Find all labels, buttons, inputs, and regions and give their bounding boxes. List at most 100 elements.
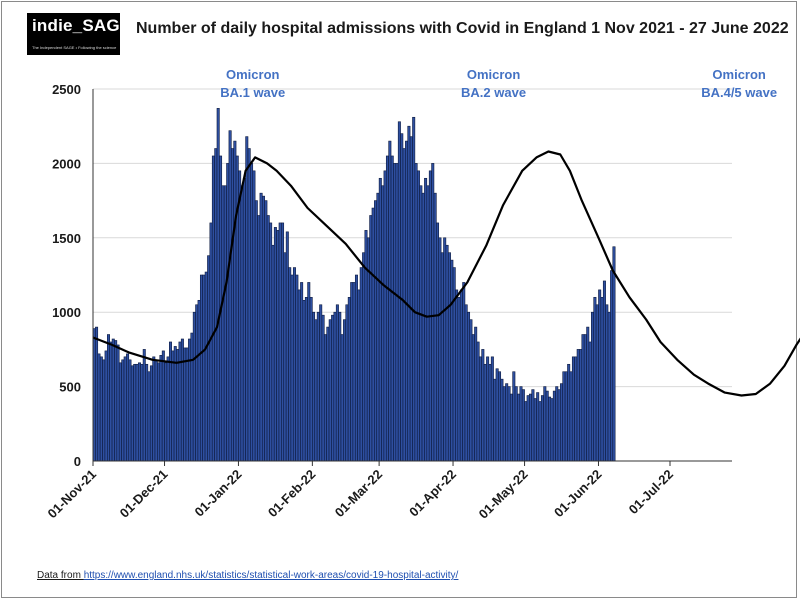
- bar: [540, 395, 544, 462]
- bar: [331, 314, 335, 462]
- x-tick-label: 01-Jan-22: [192, 467, 245, 520]
- bar: [524, 401, 528, 462]
- bar: [111, 338, 115, 462]
- bar: [290, 274, 294, 462]
- bar: [340, 334, 344, 462]
- bar: [126, 353, 130, 462]
- bar: [450, 259, 454, 462]
- bar: [283, 252, 287, 462]
- bar: [390, 155, 394, 462]
- bar: [166, 356, 170, 462]
- bar: [147, 371, 151, 462]
- bar: [116, 344, 120, 462]
- bar: [509, 393, 513, 462]
- bar: [142, 349, 146, 462]
- bar: [457, 297, 461, 462]
- bar: [118, 362, 122, 462]
- bar: [319, 304, 323, 462]
- bar: [445, 244, 449, 462]
- bar: [104, 350, 108, 462]
- bar: [505, 383, 509, 462]
- bar: [552, 390, 556, 462]
- bar: [109, 341, 113, 462]
- bar: [490, 356, 494, 462]
- bar: [388, 140, 392, 462]
- bar: [202, 274, 206, 462]
- bar: [407, 125, 411, 462]
- y-tick-label: 2500: [52, 82, 81, 97]
- bar: [493, 378, 497, 462]
- bar: [438, 237, 442, 462]
- wave-annotation-line1: Omicron: [712, 67, 766, 82]
- bar: [531, 389, 535, 462]
- bar: [431, 163, 435, 462]
- bar: [507, 386, 511, 462]
- bar: [321, 314, 325, 462]
- bar: [567, 363, 571, 462]
- bar: [612, 246, 616, 462]
- bar: [97, 353, 101, 462]
- bar: [352, 282, 356, 462]
- bar: [300, 282, 304, 462]
- bar: [242, 177, 246, 462]
- bar: [335, 304, 339, 462]
- bar: [371, 207, 375, 462]
- bar: [478, 356, 482, 462]
- bar: [347, 297, 351, 462]
- x-tick-label: 01-Feb-22: [265, 467, 319, 521]
- bar: [462, 282, 466, 462]
- bar: [188, 338, 192, 462]
- bar: [207, 255, 211, 462]
- bar: [197, 299, 201, 462]
- bar: [393, 163, 397, 462]
- bar: [579, 349, 583, 462]
- bar: [526, 395, 530, 462]
- bar: [564, 371, 568, 462]
- bar: [316, 311, 320, 462]
- bar: [495, 368, 499, 462]
- bar: [192, 311, 196, 462]
- bar: [574, 356, 578, 462]
- bar: [488, 363, 492, 462]
- bar: [159, 355, 163, 462]
- bar: [133, 363, 137, 462]
- bar: [536, 392, 540, 462]
- bar: [295, 274, 299, 462]
- bar: [102, 359, 106, 462]
- bar: [309, 297, 313, 462]
- bar: [169, 341, 172, 462]
- bar: [230, 148, 234, 462]
- bar: [107, 334, 110, 462]
- bar: [385, 155, 389, 462]
- bar: [412, 116, 416, 462]
- data-source-prefix: Data from: [37, 570, 84, 581]
- bar: [145, 363, 149, 462]
- bar: [99, 356, 103, 462]
- bar: [164, 362, 168, 462]
- bar: [602, 280, 606, 462]
- bar: [226, 163, 230, 462]
- bar: [378, 177, 382, 462]
- bar: [176, 349, 180, 462]
- bar: [605, 304, 609, 462]
- bar: [476, 341, 480, 462]
- bar: [171, 350, 175, 462]
- bar: [292, 267, 296, 462]
- bar: [323, 334, 327, 462]
- bar: [140, 363, 144, 462]
- bar: [416, 170, 420, 462]
- bar: [498, 371, 502, 462]
- bar: [440, 252, 444, 462]
- y-tick-label: 0: [74, 454, 81, 469]
- bar: [433, 192, 437, 462]
- bar: [302, 299, 306, 462]
- data-source-link[interactable]: https://www.england.nhs.uk/statistics/st…: [83, 570, 459, 581]
- bar: [474, 326, 478, 462]
- bar: [550, 398, 554, 462]
- bar: [512, 371, 516, 462]
- bar: [409, 136, 413, 462]
- bar: [326, 326, 330, 462]
- bar: [538, 401, 542, 462]
- bar: [600, 297, 604, 462]
